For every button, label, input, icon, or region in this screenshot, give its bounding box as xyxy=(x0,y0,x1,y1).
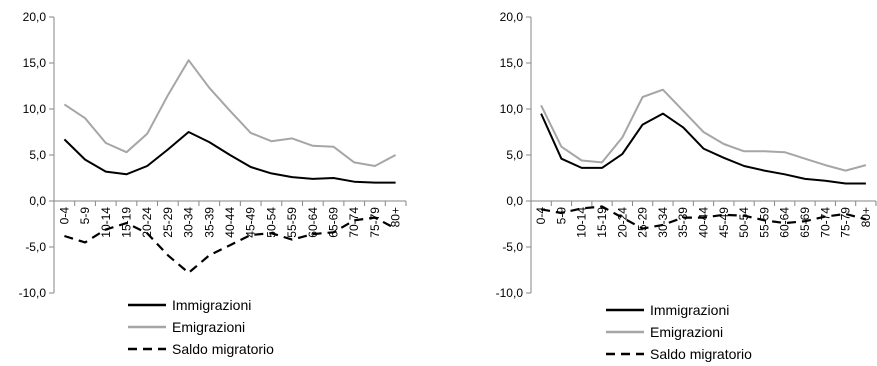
x-tick-label: 50-54 xyxy=(737,207,751,238)
legend-label-1: Emigrazioni xyxy=(172,319,245,335)
x-tick-label: 20-24 xyxy=(615,207,629,238)
legend-label-1: Emigrazioni xyxy=(650,324,723,340)
x-tick-label: 40-44 xyxy=(223,207,237,238)
x-tick-label: 25-29 xyxy=(636,207,650,238)
x-tick-label: 60-64 xyxy=(306,207,320,238)
x-tick-label: 10-14 xyxy=(575,207,589,238)
x-tick-label: 60-64 xyxy=(778,207,792,238)
series-line-1 xyxy=(540,88,867,172)
legend-label-0: Immigrazioni xyxy=(172,297,251,313)
x-tick-label: 70-74 xyxy=(347,207,361,238)
x-tick-label: 35-39 xyxy=(202,207,216,238)
y-tick-label: -5,0 xyxy=(25,240,46,254)
x-tick-label: 55-59 xyxy=(757,207,771,238)
x-tick-label: 25-29 xyxy=(161,207,175,238)
series-line-2 xyxy=(64,216,397,274)
x-tick-label: 65-69 xyxy=(798,207,812,238)
chart-2: 20,0 15,0 10,0 5,0 0,0 -5,0 -10,0 0-4 5-9 10-14 15… xyxy=(496,10,877,362)
x-tick-label: 50-54 xyxy=(264,207,278,238)
x-tick-label: 80+ xyxy=(859,207,873,227)
y-tick-label: 5,0 xyxy=(506,148,523,162)
y-tick-label: 10,0 xyxy=(23,102,47,116)
x-tick-label: 5-9 xyxy=(554,207,568,225)
series-line-2 xyxy=(540,205,867,230)
y-tick-label: -10,0 xyxy=(496,286,524,300)
x-tick-label: 70-74 xyxy=(818,207,832,238)
y-tick-label: 15,0 xyxy=(23,56,47,70)
legend-label-2: Saldo migratorio xyxy=(650,346,752,362)
x-tick-label: 80+ xyxy=(389,207,403,227)
x-tick-label: 75-79 xyxy=(839,207,853,238)
y-tick-label: 10,0 xyxy=(500,102,524,116)
x-tick-label: 45-49 xyxy=(717,207,731,238)
x-tick-label: 20-24 xyxy=(140,207,154,238)
x-tick-label: 45-49 xyxy=(244,207,258,238)
chart-1: 20,0 15,0 10,0 5,0 0,0 -5,0 -10,0 0-4 5-9 10-14 15… xyxy=(19,10,407,357)
y-tick-label: 15,0 xyxy=(500,56,524,70)
x-tick-label: 5-9 xyxy=(78,207,92,225)
y-tick-label: -10,0 xyxy=(19,286,47,300)
y-tick-label: 5,0 xyxy=(29,148,46,162)
x-tick-label: 35-39 xyxy=(676,207,690,238)
x-tick-label: 65-69 xyxy=(327,207,341,238)
x-tick-label: 15-19 xyxy=(595,207,609,238)
legend-label-2: Saldo migratorio xyxy=(172,341,274,357)
x-tick-label: 30-34 xyxy=(182,207,196,238)
y-tick-label: 20,0 xyxy=(500,10,524,24)
y-tick-label: 20,0 xyxy=(23,10,47,24)
y-tick-label: 0,0 xyxy=(29,194,46,208)
series-line-0 xyxy=(540,112,866,185)
y-tick-label: -5,0 xyxy=(502,240,523,254)
x-tick-label: 75-79 xyxy=(368,207,382,238)
series-line-1 xyxy=(63,59,397,167)
y-tick-label: 0,0 xyxy=(506,194,523,208)
series-line-0 xyxy=(63,131,396,184)
x-tick-label: 0-4 xyxy=(534,207,548,225)
legend-label-0: Immigrazioni xyxy=(650,302,729,318)
x-tick-label: 40-44 xyxy=(697,207,711,238)
x-tick-label: 30-34 xyxy=(656,207,670,238)
x-tick-label: 0-4 xyxy=(57,207,71,225)
x-tick-label: 55-59 xyxy=(285,207,299,238)
x-tick-label: 15-19 xyxy=(119,207,133,238)
x-tick-label: 10-14 xyxy=(99,207,113,238)
